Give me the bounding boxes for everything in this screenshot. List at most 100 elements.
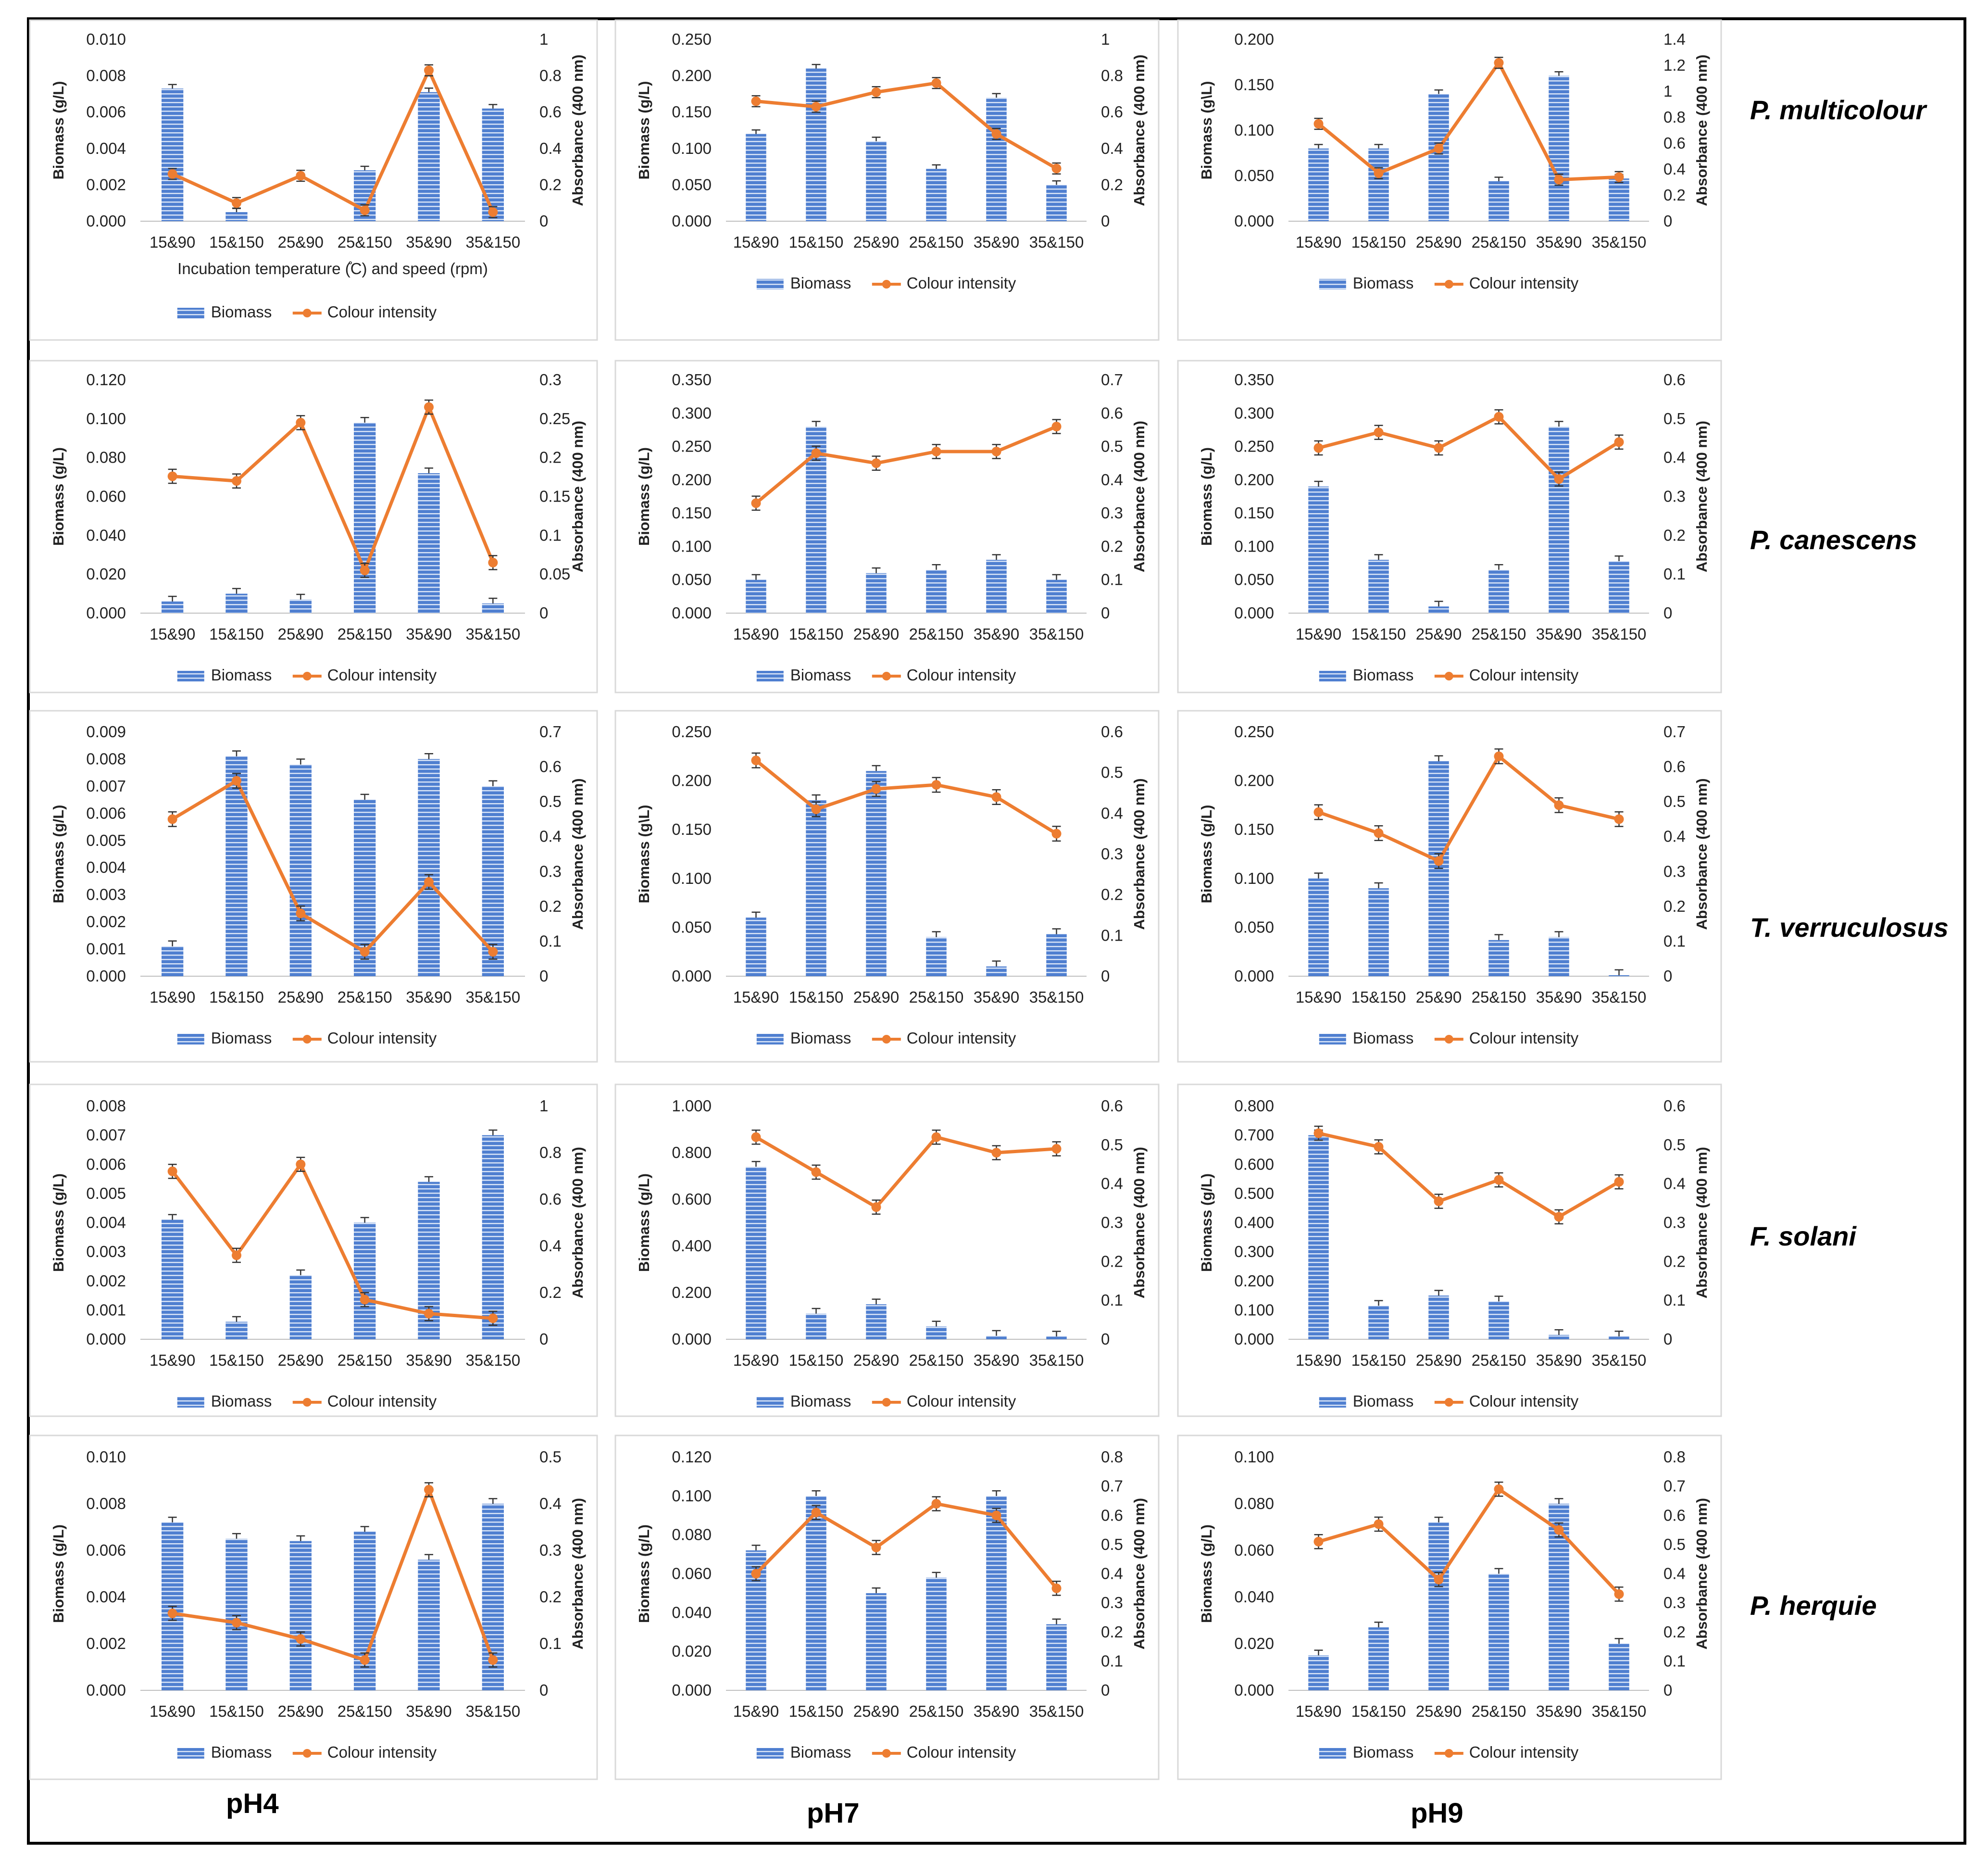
- chart-f-solani-ph7-left-axis-title: Biomass (g/L): [636, 1173, 652, 1272]
- chart-p-canescens-ph9-point-15-90: [1313, 443, 1324, 453]
- chart-p-herquie-ph7-bar-error: [932, 1572, 941, 1578]
- chart-t-verruculosus-ph7-right-tick: 0.5: [1101, 764, 1123, 781]
- chart-f-solani-ph4-right-tick: 0.2: [539, 1283, 562, 1301]
- chart-f-solani-ph7-bar-error: [932, 1321, 941, 1327]
- chart-f-solani-ph9-left-tick: 0.600: [1234, 1155, 1274, 1173]
- chart-p-multicolour-ph4-bar-35-150: [482, 108, 504, 221]
- chart-p-herquie-ph7-bar-error: [1052, 1618, 1061, 1624]
- chart-t-verruculosus-ph7-legend-line-marker: [882, 1035, 891, 1044]
- chart-p-herquie-ph4-right-tick: 0.2: [539, 1588, 562, 1606]
- chart-t-verruculosus-ph4-left-tick: 0.008: [86, 750, 126, 767]
- chart-p-canescens-ph4-right-tick: 0.05: [539, 565, 570, 583]
- chart-f-solani-ph4-left-tick: 0.004: [86, 1214, 126, 1232]
- chart-f-solani-ph9-bar-error: [1374, 1300, 1383, 1306]
- chart-p-canescens-ph4-point-25-90: [296, 417, 306, 428]
- chart-p-canescens-ph9-bar-error: [1554, 421, 1563, 427]
- chart-p-herquie-ph9-colour-line: [1318, 1486, 1621, 1596]
- chart-f-solani-ph7-bar-error: [1052, 1331, 1061, 1337]
- chart-p-canescens-ph7-right-tick: 0.2: [1101, 537, 1123, 555]
- chart-f-solani-ph7-category-label: 15&150: [789, 1351, 844, 1369]
- chart-p-multicolour-ph4-point-35-150: [488, 207, 498, 217]
- chart-p-multicolour-ph7-left-tick: 0.050: [672, 176, 712, 193]
- chart-p-herquie-ph4-legend-biomass: Biomass: [211, 1743, 272, 1761]
- chart-t-verruculosus-ph9-point-15-150: [1374, 828, 1384, 838]
- chart-p-canescens-ph7-legend-line-marker: [882, 672, 891, 680]
- chart-p-multicolour-ph7-legend-colour-intensity: Colour intensity: [907, 274, 1016, 292]
- chart-t-verruculosus-ph9-bar-error: [1374, 882, 1383, 889]
- chart-t-verruculosus-ph7-category-label: 35&90: [974, 988, 1019, 1006]
- chart-p-canescens-ph4-right-tick: 0.3: [539, 371, 562, 389]
- chart-f-solani-ph9-bar-15-90: [1308, 1135, 1329, 1339]
- chart-f-solani-ph9-point-25-150: [1494, 1175, 1504, 1185]
- chart-p-herquie-ph9-right-tick: 0.2: [1663, 1623, 1686, 1641]
- chart-f-solani-ph4-legend-colour-intensity: Colour intensity: [327, 1392, 437, 1410]
- chart-p-canescens-ph7-bar-35-90: [986, 560, 1007, 613]
- chart-p-canescens-ph4-category-label: 25&90: [278, 625, 324, 643]
- chart-p-herquie-ph7-point-15-150: [811, 1508, 821, 1518]
- chart-p-canescens-ph9-colour-line: [1318, 415, 1620, 481]
- chart-p-canescens-ph9-category-label: 35&150: [1592, 625, 1647, 643]
- chart-t-verruculosus-ph9-category-label: 25&90: [1416, 988, 1462, 1006]
- chart-t-verruculosus-ph7-bar-error: [1052, 928, 1061, 934]
- chart-p-multicolour-ph9-left-tick: 0.000: [1234, 212, 1274, 230]
- chart-p-multicolour-ph7-right-tick: 0.2: [1101, 176, 1123, 193]
- chart-t-verruculosus-ph4-bar-error: [168, 940, 177, 946]
- chart-p-herquie-ph7-left-tick: 0.100: [672, 1487, 712, 1505]
- chart-p-canescens-ph4-category-label: 35&150: [465, 625, 520, 643]
- chart-f-solani-ph7-right-tick: 0.3: [1101, 1214, 1123, 1232]
- chart-p-herquie-ph4-left-tick: 0.006: [86, 1541, 126, 1559]
- chart-p-multicolour-ph4-left-axis-title: Biomass (g/L): [50, 81, 67, 180]
- chart-p-herquie-ph4-bar-25-90: [289, 1541, 312, 1690]
- chart-t-verruculosus-ph7-left-tick: 0.100: [672, 869, 712, 887]
- chart-f-solani-ph9-point-15-90: [1313, 1128, 1324, 1138]
- chart-p-herquie-ph7-category-label: 15&90: [733, 1702, 779, 1720]
- chart-p-herquie-ph9-category-label: 25&90: [1416, 1702, 1462, 1720]
- chart-p-canescens-ph9-right-tick: 0.5: [1663, 410, 1686, 428]
- chart-p-canescens-ph9-left-tick: 0.250: [1234, 438, 1274, 455]
- chart-f-solani-ph4-bar-error: [296, 1269, 305, 1275]
- chart-t-verruculosus-ph4-point-25-150: [360, 947, 370, 957]
- chart-p-herquie-ph7-point-35-150: [1051, 1583, 1062, 1593]
- chart-p-herquie-ph9-left-axis-title: Biomass (g/L): [1198, 1524, 1215, 1623]
- chart-t-verruculosus-ph9-legend-bar-swatch: [1319, 1034, 1346, 1044]
- chart-f-solani-ph7-left-tick: 0.600: [672, 1190, 712, 1208]
- chart-t-verruculosus-ph4-right-tick: 0.5: [539, 793, 562, 810]
- chart-f-solani-ph4-category-label: 15&150: [209, 1351, 264, 1369]
- chart-t-verruculosus-ph4-bar-error: [425, 753, 433, 759]
- chart-t-verruculosus-ph9-category-label: 25&150: [1472, 988, 1526, 1006]
- chart-p-herquie-ph9-point-15-150: [1374, 1519, 1384, 1529]
- chart-p-multicolour-ph4-legend-biomass: Biomass: [211, 303, 272, 321]
- chart-p-canescens-ph4-bar-35-150: [482, 603, 504, 613]
- chart-p-herquie-ph4-right-tick: 0.4: [539, 1495, 562, 1512]
- chart-f-solani-ph7-point-15-90: [751, 1132, 761, 1142]
- chart-p-multicolour-ph4-bar-error: [425, 88, 433, 92]
- chart-p-canescens-ph4-point-25-150: [360, 566, 370, 576]
- chart-p-herquie-ph4-category-label: 15&150: [209, 1702, 264, 1720]
- chart-f-solani-ph4-left-tick: 0.008: [86, 1097, 126, 1115]
- chart-p-multicolour-ph7-right-tick: 0: [1101, 212, 1110, 230]
- chart-p-multicolour-ph9-legend-biomass: Biomass: [1353, 274, 1414, 292]
- chart-p-multicolour-ph9-bar-25-90: [1428, 94, 1449, 221]
- chart-p-herquie-ph4-bar-error: [296, 1535, 305, 1541]
- chart-f-solani-ph7-box: [614, 1083, 1160, 1417]
- chart-f-solani-ph9-bar-error: [1434, 1290, 1443, 1296]
- chart-f-solani-ph7-bar-35-150: [1046, 1336, 1067, 1339]
- chart-p-multicolour-ph9: 0.000 0.050 0.100 0.150 0.200 0 0.2 0.4 0.6 0.8 1 1…: [1177, 19, 1722, 341]
- chart-p-canescens-ph7-bar-25-150: [926, 569, 947, 613]
- chart-p-canescens-ph4-right-axis-title: Absorbance (400 nm): [569, 421, 586, 572]
- chart-f-solani-ph7-category-label: 35&150: [1029, 1351, 1084, 1369]
- chart-t-verruculosus-ph7-category-label: 25&150: [909, 988, 964, 1006]
- chart-p-herquie-ph4-point-35-150: [488, 1655, 498, 1665]
- chart-p-herquie-ph7-point-25-150: [931, 1499, 941, 1509]
- chart-p-multicolour-ph4-point-25-90: [296, 171, 306, 181]
- chart-p-canescens-ph7-point-35-150: [1051, 422, 1062, 431]
- chart-f-solani-ph7-right-tick: 0: [1101, 1330, 1110, 1348]
- chart-p-multicolour-ph4: 0.000 0.002 0.004 0.006 0.008 0.010 0 0.2 0.4 0.6…: [29, 19, 598, 341]
- chart-t-verruculosus-ph9-point-35-90: [1554, 800, 1564, 810]
- chart-p-herquie-ph4-left-tick: 0.002: [86, 1635, 126, 1652]
- chart-t-verruculosus-ph9-bar-error: [1314, 872, 1323, 879]
- chart-p-herquie-ph4-box: [29, 1434, 598, 1780]
- chart-t-verruculosus-ph7-right-tick: 0: [1101, 967, 1110, 985]
- chart-t-verruculosus-ph9-point-35-150: [1614, 814, 1624, 824]
- chart-p-canescens-ph7-bar-25-90: [866, 573, 887, 613]
